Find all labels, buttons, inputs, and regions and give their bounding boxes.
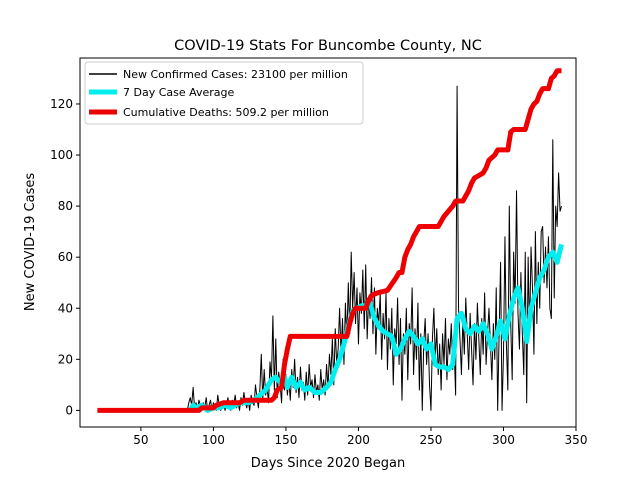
- y-axis-label: New COVID-19 Cases: [23, 173, 38, 311]
- y-tick-label: 120: [50, 97, 73, 111]
- x-tick-label: 250: [420, 433, 443, 447]
- series-cumulative-deaths-line: [97, 68, 562, 413]
- y-axis: 0 20 40 60 80 100 120: [50, 97, 80, 417]
- y-tick-label: 20: [58, 352, 73, 366]
- x-tick-label: 350: [565, 433, 588, 447]
- x-tick-label: 100: [202, 433, 225, 447]
- y-tick-label: 80: [58, 199, 73, 213]
- series-7day-average-line: [188, 243, 564, 413]
- y-tick-label: 60: [58, 250, 73, 264]
- x-tick-label: 150: [274, 433, 297, 447]
- series-layer: [97, 68, 564, 413]
- y-tick-label: 0: [65, 403, 73, 417]
- legend-box: [84, 61, 364, 125]
- plot-frame: [79, 57, 577, 428]
- legend: New Confirmed Cases: 23100 per million 7…: [84, 61, 364, 125]
- x-tick-label: 300: [492, 433, 515, 447]
- x-axis-label: Days Since 2020 Began: [251, 456, 406, 471]
- x-tick-label: 200: [347, 433, 370, 447]
- x-axis: 50 100 150 200 250 300 350: [133, 427, 587, 447]
- legend-label-new-cases: New Confirmed Cases: 23100 per million: [123, 68, 348, 81]
- x-tick-label: 50: [133, 433, 148, 447]
- legend-label-cumulative-deaths: Cumulative Deaths: 509.2 per million: [123, 106, 329, 119]
- chart-title: COVID-19 Stats For Buncombe County, NC: [174, 38, 482, 54]
- legend-label-7day-average: 7 Day Case Average: [123, 86, 235, 99]
- y-tick-label: 100: [50, 148, 73, 162]
- y-tick-label: 40: [58, 301, 73, 315]
